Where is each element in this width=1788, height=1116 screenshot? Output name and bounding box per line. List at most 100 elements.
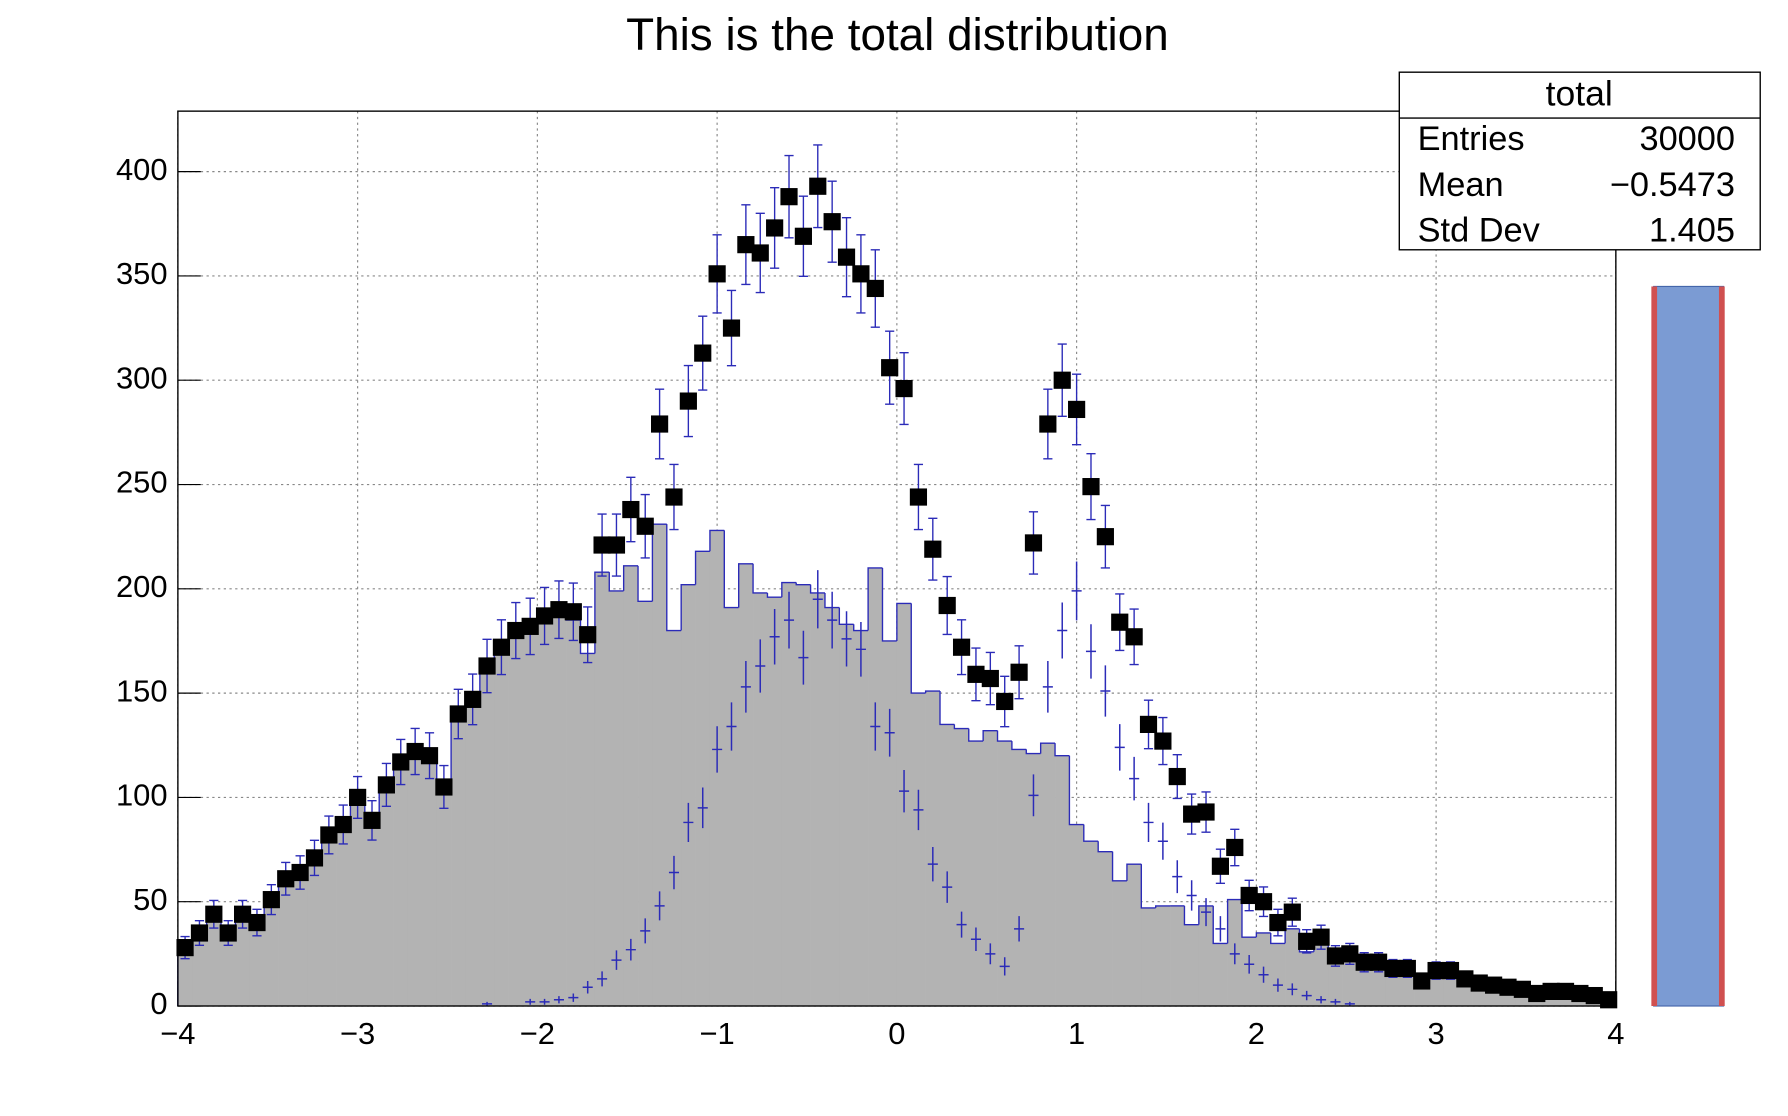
- histogram-outline: [752, 563, 768, 594]
- y-tick-label: 400: [116, 152, 168, 187]
- chart-title: This is the total distribution: [626, 9, 1169, 60]
- histogram-bar: [537, 620, 553, 1007]
- histogram-bar: [350, 797, 366, 1007]
- histogram-bar: [1285, 928, 1300, 1007]
- histogram-bar: [666, 630, 682, 1007]
- histogram-outline: [723, 530, 739, 609]
- data-marker: [1269, 913, 1287, 932]
- data-marker: [1413, 972, 1431, 990]
- histogram-bar: [307, 857, 323, 1007]
- data-marker: [981, 669, 999, 688]
- data-marker: [694, 344, 712, 362]
- data-marker: [1542, 982, 1560, 1000]
- data-marker: [967, 665, 985, 683]
- histogram-outline: [968, 728, 984, 742]
- histogram-bar: [1313, 943, 1329, 1007]
- data-marker: [406, 742, 424, 761]
- data-marker: [751, 244, 769, 262]
- histogram-bar: [1213, 943, 1228, 1007]
- histogram-bar: [1026, 753, 1042, 1007]
- data-marker: [766, 219, 784, 237]
- cross-marker: [654, 891, 665, 921]
- histogram-bar: [551, 615, 567, 1007]
- data-marker: [1039, 415, 1057, 433]
- cross-marker: [841, 611, 852, 667]
- cross-marker: [1316, 996, 1327, 1004]
- cross-marker: [712, 726, 723, 773]
- data-marker: [952, 638, 971, 656]
- histogram-bar: [824, 607, 840, 1007]
- data-marker: [320, 826, 338, 844]
- histogram-bar: [206, 914, 222, 1007]
- histogram-outline: [853, 624, 869, 632]
- data-marker: [1211, 857, 1230, 875]
- histogram-bar: [796, 584, 811, 1007]
- histogram-outline: [766, 592, 782, 598]
- data-marker: [1528, 984, 1546, 1003]
- y-tick-label: 250: [116, 465, 168, 500]
- data-marker: [464, 690, 482, 708]
- data-marker: [881, 359, 899, 377]
- cross-marker: [1143, 802, 1154, 843]
- histogram-bar: [940, 724, 955, 1007]
- side-bar: [1651, 285, 1725, 1007]
- histogram-bar: [422, 755, 438, 1007]
- cross-marker: [640, 918, 651, 944]
- histogram-outline: [1183, 905, 1199, 926]
- cross-marker: [1301, 990, 1312, 1001]
- data-marker: [550, 601, 568, 619]
- stats-value: 1.405: [1649, 212, 1735, 250]
- data-marker: [435, 778, 453, 796]
- histogram-outline: [1068, 755, 1084, 826]
- histogram-outline: [838, 607, 854, 625]
- cross-marker: [482, 1001, 493, 1007]
- histogram-bar: [968, 741, 984, 1007]
- histogram-outline: [824, 592, 840, 609]
- data-marker: [205, 905, 223, 923]
- histogram-bar: [1083, 841, 1099, 1007]
- histogram-outline: [666, 524, 682, 632]
- histogram-bar: [235, 914, 251, 1007]
- data-marker: [349, 788, 367, 807]
- histogram-outline: [1126, 863, 1142, 881]
- x-tick-label: 1: [1068, 1016, 1085, 1051]
- histogram-bar: [638, 601, 653, 1007]
- y-tick-label: 0: [150, 986, 167, 1021]
- histogram-bar: [724, 607, 740, 1007]
- cross-marker: [1028, 774, 1039, 817]
- cross-marker: [1100, 665, 1111, 717]
- cross-marker: [970, 927, 981, 952]
- cross-marker: [956, 911, 967, 938]
- cross-marker: [1330, 998, 1341, 1005]
- cross-marker: [1186, 880, 1197, 911]
- data-marker: [909, 488, 928, 506]
- data-marker: [277, 870, 295, 888]
- histogram-bar: [1270, 943, 1286, 1007]
- cross-marker: [870, 702, 881, 751]
- data-marker: [895, 379, 913, 398]
- data-marker: [593, 536, 611, 554]
- stats-frame: [1398, 71, 1761, 251]
- histogram-bar: [508, 630, 524, 1007]
- data-marker: [233, 905, 252, 923]
- cross-marker: [1272, 978, 1283, 992]
- background-histogram: [177, 523, 1617, 1007]
- histogram-outline: [881, 567, 897, 642]
- histogram-outline: [896, 602, 912, 641]
- cross-marker: [985, 943, 996, 965]
- histogram-bar: [681, 584, 696, 1007]
- histogram-outline: [996, 730, 1012, 742]
- histogram-bar: [1098, 851, 1113, 1007]
- data-marker: [794, 227, 812, 245]
- data-marker: [1082, 478, 1100, 496]
- data-marker: [1470, 974, 1488, 992]
- histogram-bar: [623, 565, 639, 1007]
- data-marker: [1010, 663, 1028, 681]
- data-marker: [176, 939, 194, 957]
- data-marker: [651, 415, 669, 433]
- histogram-outline: [1155, 905, 1171, 908]
- data-marker: [377, 776, 395, 794]
- histogram-outline: [1011, 741, 1027, 751]
- cross-marker: [942, 871, 953, 903]
- histogram-bar: [192, 932, 207, 1007]
